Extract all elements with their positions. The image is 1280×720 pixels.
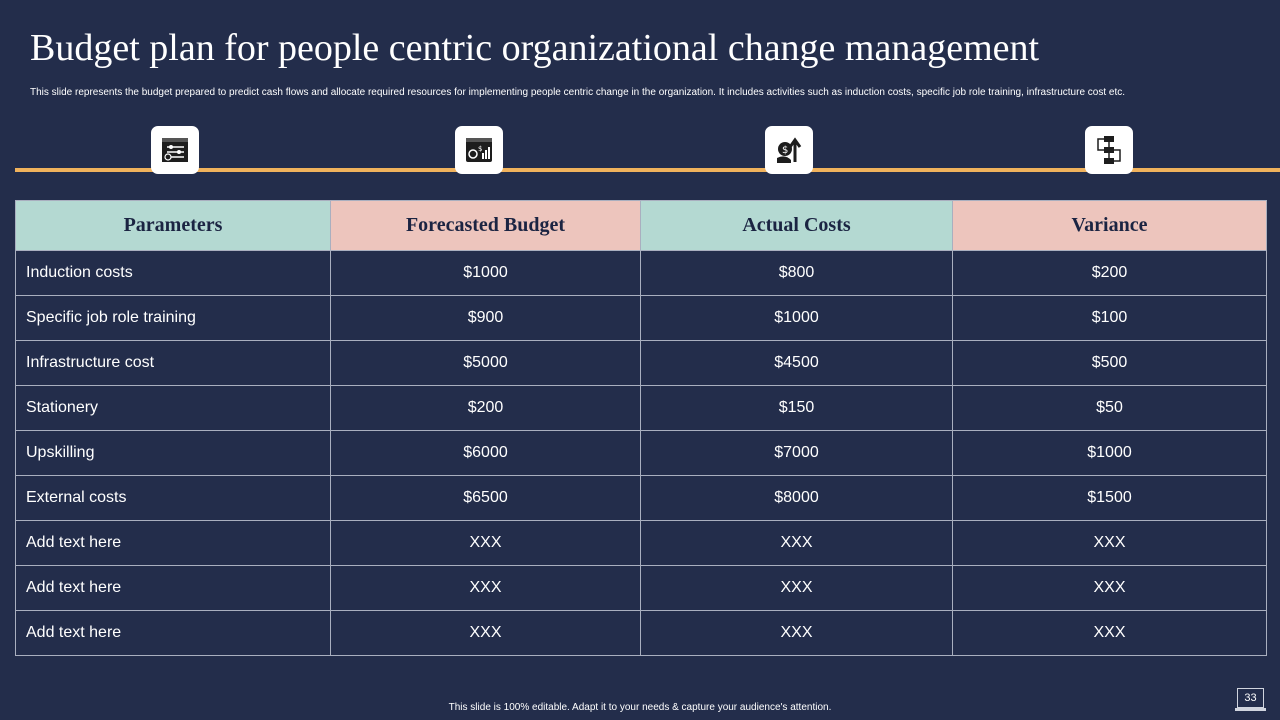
actual-cell: $4500: [640, 340, 953, 386]
forecast-cell: $200: [330, 385, 641, 431]
forecast-cell: $1000: [330, 250, 641, 296]
table-row: Upskilling $6000 $7000 $1000: [15, 430, 1267, 476]
actual-cell: $800: [640, 250, 953, 296]
table-header-row: Parameters Forecasted Budget Actual Cost…: [15, 200, 1267, 251]
param-cell: Add text here: [15, 565, 331, 611]
page-number: 33: [1237, 688, 1264, 708]
param-cell: External costs: [15, 475, 331, 521]
table-row: Add text here XXX XXX XXX: [15, 520, 1267, 566]
actual-cell: $1000: [640, 295, 953, 341]
timeline-bar: [15, 168, 1280, 172]
table-row: Induction costs $1000 $800 $200: [15, 250, 1267, 296]
forecast-cell: XXX: [330, 610, 641, 656]
actual-cell: XXX: [640, 565, 953, 611]
param-cell: Specific job role training: [15, 295, 331, 341]
slide-subtitle: This slide represents the budget prepare…: [30, 87, 1126, 98]
actual-cell: $8000: [640, 475, 953, 521]
header-variance: Variance: [952, 200, 1267, 251]
forecast-cell: $6500: [330, 475, 641, 521]
financial-dashboard-icon: $: [455, 126, 503, 174]
flowchart-icon: [1085, 126, 1133, 174]
table-row: External costs $6500 $8000 $1500: [15, 475, 1267, 521]
variance-cell: $100: [952, 295, 1267, 341]
variance-cell: $1500: [952, 475, 1267, 521]
header-actual-costs: Actual Costs: [640, 200, 953, 251]
budget-table: Parameters Forecasted Budget Actual Cost…: [15, 200, 1267, 656]
money-growth-icon: $: [765, 126, 813, 174]
svg-text:$: $: [478, 145, 482, 153]
actual-cell: $150: [640, 385, 953, 431]
param-cell: Stationery: [15, 385, 331, 431]
param-cell: Induction costs: [15, 250, 331, 296]
slide-title: Budget plan for people centric organizat…: [30, 27, 1040, 69]
table-row: Specific job role training $900 $1000 $1…: [15, 295, 1267, 341]
header-forecasted-budget: Forecasted Budget: [330, 200, 641, 251]
variance-cell: XXX: [952, 565, 1267, 611]
param-cell: Upskilling: [15, 430, 331, 476]
actual-cell: XXX: [640, 610, 953, 656]
table-row: Infrastructure cost $5000 $4500 $500: [15, 340, 1267, 386]
forecast-cell: XXX: [330, 565, 641, 611]
variance-cell: $200: [952, 250, 1267, 296]
table-row: Add text here XXX XXX XXX: [15, 610, 1267, 656]
actual-cell: $7000: [640, 430, 953, 476]
variance-cell: XXX: [952, 610, 1267, 656]
slide-footer: This slide is 100% editable. Adapt it to…: [448, 702, 832, 713]
variance-cell: $1000: [952, 430, 1267, 476]
settings-panel-icon: [151, 126, 199, 174]
variance-cell: $50: [952, 385, 1267, 431]
header-parameters: Parameters: [15, 200, 331, 251]
forecast-cell: $900: [330, 295, 641, 341]
table-row: Stationery $200 $150 $50: [15, 385, 1267, 431]
forecast-cell: XXX: [330, 520, 641, 566]
table-row: Add text here XXX XXX XXX: [15, 565, 1267, 611]
actual-cell: XXX: [640, 520, 953, 566]
forecast-cell: $6000: [330, 430, 641, 476]
param-cell: Add text here: [15, 610, 331, 656]
page-number-base: [1235, 708, 1266, 711]
variance-cell: $500: [952, 340, 1267, 386]
param-cell: Add text here: [15, 520, 331, 566]
param-cell: Infrastructure cost: [15, 340, 331, 386]
forecast-cell: $5000: [330, 340, 641, 386]
variance-cell: XXX: [952, 520, 1267, 566]
svg-text:$: $: [782, 145, 788, 156]
